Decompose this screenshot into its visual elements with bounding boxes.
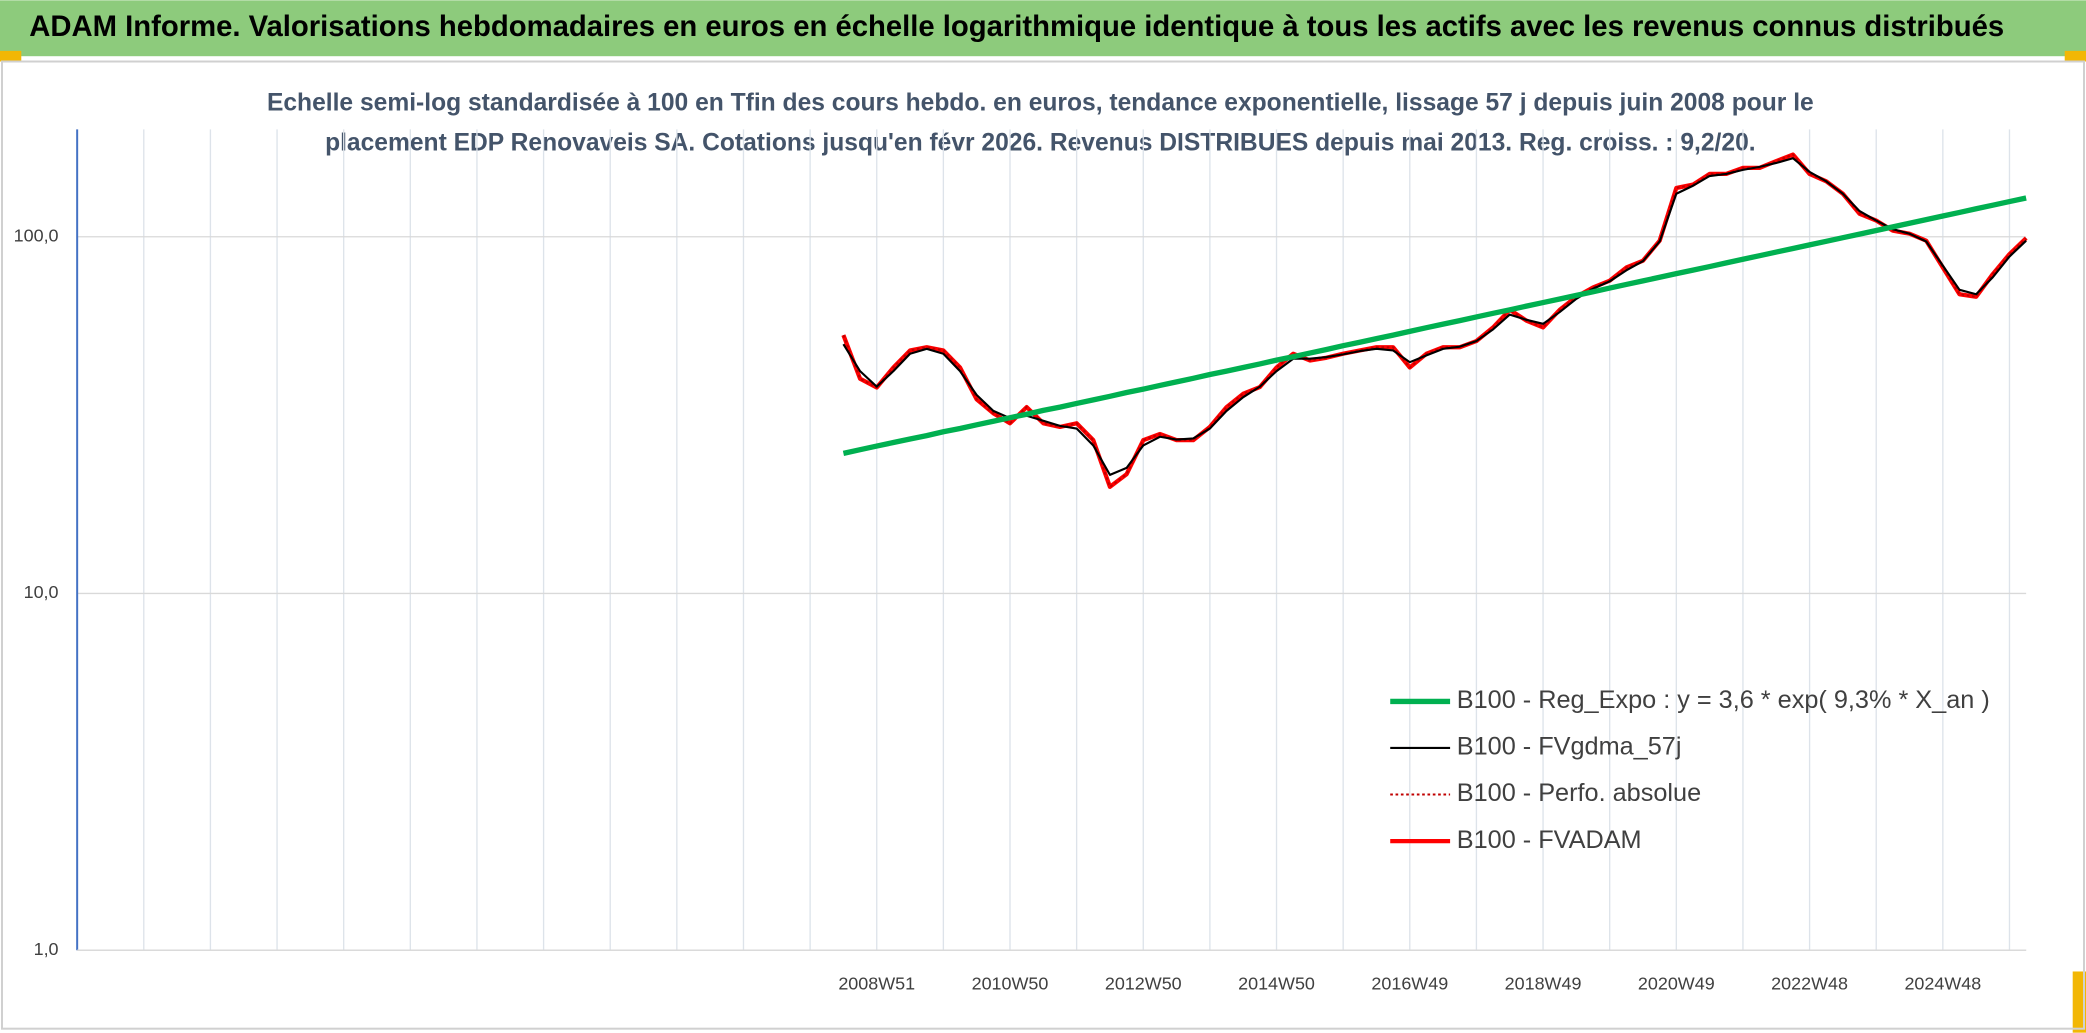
- series-line: [842, 157, 2027, 476]
- legend-label: B100 - Reg_Expo : y = 3,6 * exp( 9,3% * …: [1457, 686, 1990, 714]
- corner-mark: [2072, 971, 2086, 1033]
- x-tick-label: 2010W50: [972, 974, 1049, 994]
- chart-frame: [0, 60, 2086, 1030]
- chart-subtitle: Echelle semi-log standardisée à 100 en T…: [267, 90, 1814, 117]
- legend-label: B100 - FVADAM: [1457, 826, 1642, 854]
- x-tick-label: 2014W50: [1238, 974, 1315, 994]
- corner-mark: [2064, 50, 2086, 62]
- x-tick-label: 2020W49: [1638, 974, 1715, 994]
- x-tick-label: 2012W50: [1105, 974, 1182, 994]
- x-tick-label: 2016W49: [1371, 974, 1448, 994]
- corner-mark: [0, 50, 22, 62]
- x-tick-label: 2024W48: [1904, 974, 1981, 994]
- legend-label: B100 - Perfo. absolue: [1457, 779, 1701, 807]
- x-tick-label: 2018W49: [1505, 974, 1582, 994]
- x-tick-label: 2022W48: [1771, 974, 1848, 994]
- y-tick-label: 10,0: [24, 582, 59, 602]
- series-line: [842, 195, 2027, 456]
- x-tick-label: 2008W51: [838, 974, 915, 994]
- title-bar: [0, 0, 2086, 57]
- legend-label: B100 - FVgdma_57j: [1457, 733, 1682, 761]
- y-tick-label: 1,0: [34, 939, 59, 959]
- y-tick-label: 100,0: [14, 225, 59, 245]
- chart-title: ADAM Informe. Valorisations hebdomadaire…: [29, 11, 2004, 43]
- chart-subtitle: placement EDP Renovaveis SA. Cotations j…: [325, 130, 1756, 157]
